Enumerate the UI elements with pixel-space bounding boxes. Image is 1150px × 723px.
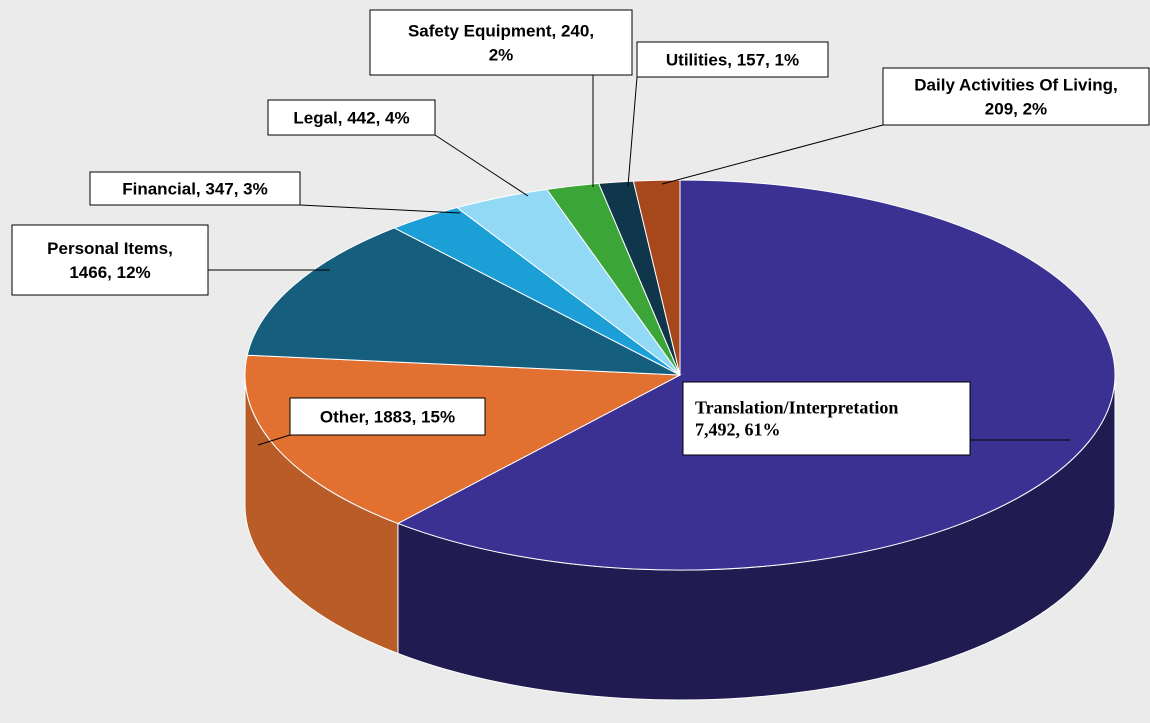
data-label-line: 1466, 12% bbox=[69, 263, 150, 282]
data-label-line: 2% bbox=[489, 46, 514, 65]
label-box bbox=[89, 171, 301, 206]
data-label: Daily Activities Of Living, 209, 2% bbox=[914, 76, 1117, 119]
data-label: Safety Equipment, 240, 2% bbox=[408, 22, 594, 65]
data-label-line: Safety Equipment, 240, bbox=[408, 22, 594, 41]
data-label: Other, 1883, 15% bbox=[320, 408, 455, 427]
data-label-line: Financial, 347, 3% bbox=[122, 180, 268, 199]
label-box bbox=[289, 397, 486, 436]
slice bbox=[244, 354, 682, 524]
data-label: Personal Items, 1466, 12% bbox=[47, 239, 173, 282]
data-label-line: Personal Items, bbox=[47, 239, 173, 258]
label-box bbox=[267, 99, 436, 136]
data-label-line: Translation/Interpretation bbox=[695, 398, 898, 418]
leader-line bbox=[627, 76, 638, 187]
data-label: Legal, 442, 4% bbox=[293, 109, 409, 128]
data-label: Translation/Interpretation 7,492, 61% bbox=[695, 398, 898, 440]
label-box bbox=[882, 67, 1150, 126]
leader-line bbox=[299, 204, 461, 214]
slice bbox=[396, 179, 1116, 571]
leader-line bbox=[257, 434, 291, 446]
label-box bbox=[11, 224, 209, 296]
leader-line bbox=[434, 134, 529, 197]
data-label-line: Utilities, 157, 1% bbox=[666, 51, 799, 70]
data-label-line: 7,492, 61% bbox=[695, 420, 781, 440]
label-box bbox=[682, 381, 971, 456]
slice bbox=[632, 179, 681, 376]
data-label-line: 209, 2% bbox=[985, 100, 1047, 119]
data-label: Financial, 347, 3% bbox=[122, 180, 268, 199]
slice bbox=[246, 227, 681, 376]
data-label-line: Legal, 442, 4% bbox=[293, 109, 409, 128]
label-box bbox=[369, 9, 633, 76]
data-label: Utilities, 157, 1% bbox=[666, 51, 799, 70]
leader-line bbox=[661, 124, 884, 185]
data-label-line: Daily Activities Of Living, bbox=[914, 76, 1117, 95]
label-box bbox=[636, 41, 829, 78]
data-label-line: Other, 1883, 15% bbox=[320, 408, 455, 427]
